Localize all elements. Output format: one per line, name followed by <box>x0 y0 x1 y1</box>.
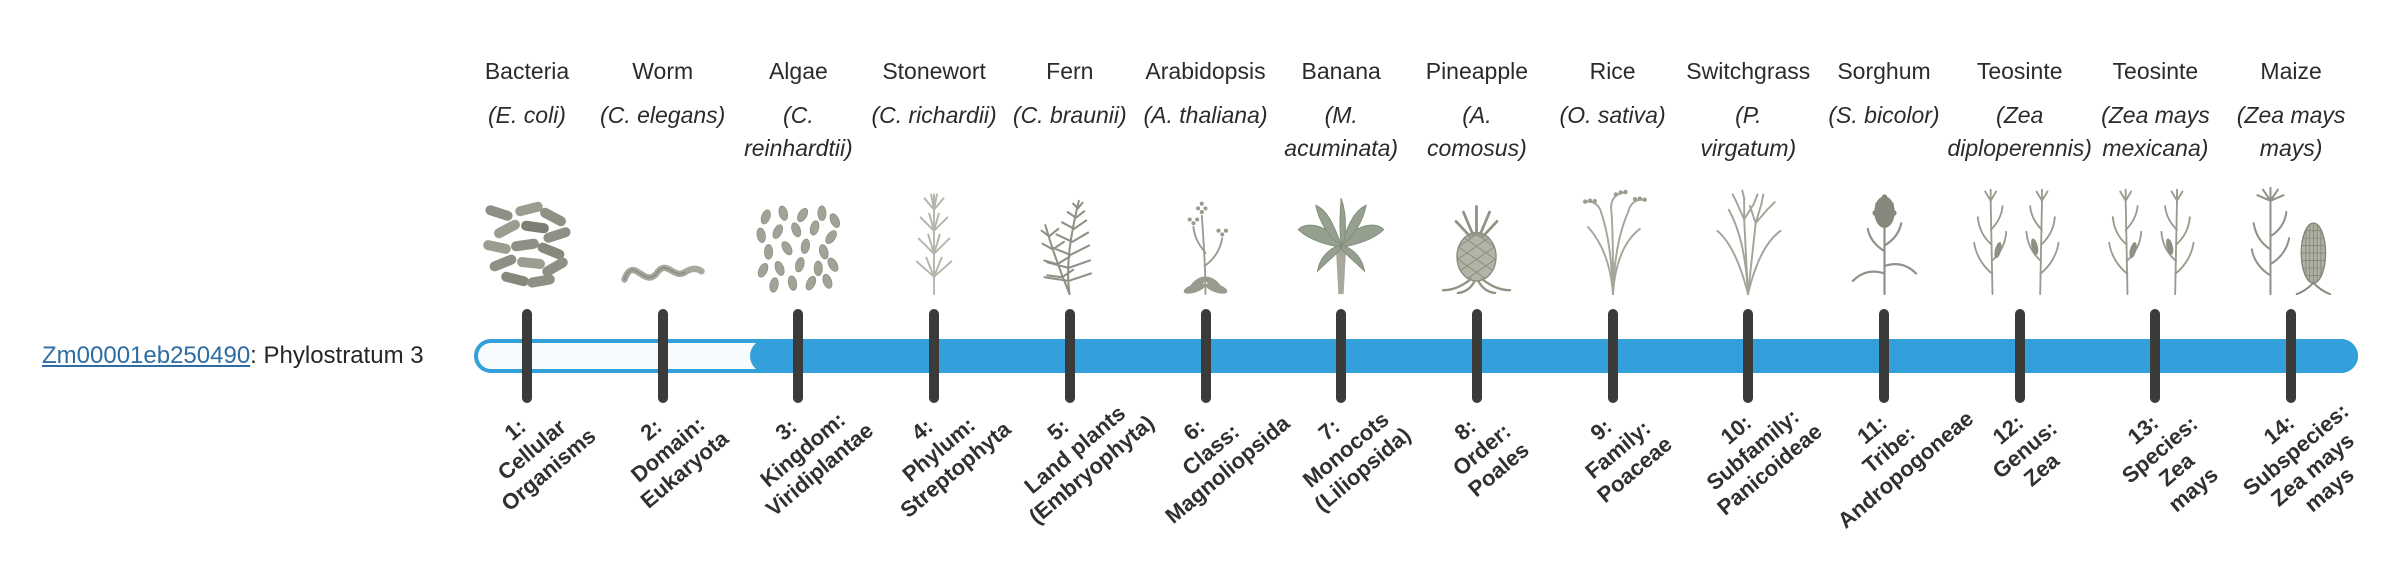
organism-common-name-8: Pineapple <box>1425 58 1529 84</box>
banana-icon <box>1271 166 1411 296</box>
organism-scientific-name-8: (A. comosus) <box>1387 99 1567 165</box>
gene-link[interactable]: Zm00001eb250490 <box>42 342 251 369</box>
phylostratum-tick-3 <box>793 309 804 403</box>
pineapple-icon <box>1407 166 1547 296</box>
organism-scientific-name-4: (C. richardii) <box>844 99 1024 132</box>
gene-label: Zm00001eb250490: Phylostratum 3 <box>42 342 424 370</box>
phylostratum-tick-13 <box>2150 309 2161 403</box>
organism-scientific-name-5: (C. braunii) <box>980 99 1160 132</box>
organism-scientific-name-14: (Zea mays mays) <box>2201 99 2381 165</box>
organism-scientific-name-line: (A. <box>1462 102 1492 128</box>
bacteria-icon <box>457 166 597 296</box>
organism-scientific-name-line: (Zea mays <box>2101 102 2210 128</box>
organism-common-name-5: Fern <box>1046 58 1094 84</box>
organism-scientific-name-9: (O. sativa) <box>1523 99 1703 132</box>
phylostratum-tick-6 <box>1200 309 1211 403</box>
organism-scientific-name-11: (S. bicolor) <box>1794 99 1974 132</box>
organism-scientific-name-6: (A. thaliana) <box>1116 99 1296 132</box>
arabidopsis-icon <box>1136 166 1276 296</box>
organism-scientific-name-10: (P. virgatum) <box>1658 99 1838 165</box>
organism-scientific-name-line: (Zea mays <box>2236 102 2346 128</box>
teosinte2-icon <box>2085 166 2225 296</box>
organism-common-name-6: Arabidopsis <box>1145 58 1266 84</box>
organism-scientific-name-12: (Zea diploperennis) <box>1930 99 2110 165</box>
phylostratum-tick-12 <box>2014 309 2025 403</box>
worm-icon <box>593 166 733 296</box>
phylostratum-tick-5 <box>1064 309 1075 403</box>
organism-scientific-name-line: (C. braunii) <box>1012 102 1127 128</box>
stonewort-icon <box>864 166 1004 296</box>
phylostratum-tick-9 <box>1607 309 1618 403</box>
organism-scientific-name-13: (Zea mays mexicana) <box>2065 99 2245 165</box>
organism-scientific-name-line: diploperennis) <box>1947 135 2092 161</box>
organism-scientific-name-7: (M. acuminata) <box>1251 99 1431 165</box>
organism-common-name-12: Teosinte <box>1976 58 2063 84</box>
organism-scientific-name-line: virgatum) <box>1700 135 1797 161</box>
phylostratum-tick-10 <box>1743 309 1754 403</box>
organism-scientific-name-line: reinhardtii) <box>744 135 853 161</box>
switchgrass-icon <box>1678 166 1818 296</box>
organism-scientific-name-line: comosus) <box>1427 135 1527 161</box>
phylostratum-tick-14 <box>2286 309 2297 403</box>
phylostratum-tick-2 <box>657 309 668 403</box>
organism-scientific-name-line: mays) <box>2259 135 2323 161</box>
phylostrata-bar-fill <box>750 339 2358 373</box>
rice-icon <box>1543 166 1683 296</box>
organism-common-name-9: Rice <box>1589 58 1636 84</box>
organism-common-name-11: Sorghum <box>1837 58 1931 84</box>
organism-scientific-name-line: (C. <box>783 102 814 128</box>
phylostratum-tick-4 <box>929 309 940 403</box>
organism-scientific-name-2: (C. elegans) <box>573 99 753 132</box>
gene-phylostratum-text: : Phylostratum 3 <box>250 342 424 369</box>
organism-scientific-name-3: (C. reinhardtii) <box>708 99 888 165</box>
organism-common-name-13: Teosinte <box>2112 58 2199 84</box>
organism-common-name-7: Banana <box>1301 58 1381 84</box>
phylostratum-tick-7 <box>1336 309 1347 403</box>
organism-common-name-14: Maize <box>2260 58 2322 84</box>
teosinte-icon <box>1950 166 2090 296</box>
organism-scientific-name-line: (A. thaliana) <box>1143 102 1268 128</box>
organism-scientific-name-line: (E. coli) <box>488 102 566 128</box>
organism-scientific-name-line: (Zea <box>1996 102 2044 128</box>
organism-common-name-2: Worm <box>632 58 694 84</box>
organism-common-name-10: Switchgrass <box>1686 58 1811 84</box>
organism-scientific-name-1: (E. coli) <box>437 99 617 132</box>
sorghum-icon <box>1814 166 1954 296</box>
organism-common-name-3: Algae <box>768 58 828 84</box>
organism-scientific-name-line: (C. elegans) <box>600 102 726 128</box>
phylostratum-tick-8 <box>1471 309 1482 403</box>
phylostratum-tick-11 <box>1879 309 1889 403</box>
organism-scientific-name-line: (O. sativa) <box>1559 102 1666 128</box>
organism-scientific-name-line: (M. <box>1324 102 1358 128</box>
organism-scientific-name-line: (C. richardii) <box>871 102 997 128</box>
organism-scientific-name-line: (P. <box>1735 102 1762 128</box>
algae-icon <box>728 166 868 296</box>
organism-scientific-name-line: mexicana) <box>2102 135 2209 161</box>
organism-common-name-1: Bacteria <box>484 58 570 84</box>
organism-common-name-4: Stonewort <box>882 58 986 84</box>
phylostratum-tick-1 <box>522 309 532 403</box>
fern-icon <box>1000 166 1140 296</box>
organism-scientific-name-line: (S. bicolor) <box>1828 102 1940 128</box>
maize-icon <box>2221 166 2361 296</box>
organism-scientific-name-line: acuminata) <box>1284 135 1399 161</box>
